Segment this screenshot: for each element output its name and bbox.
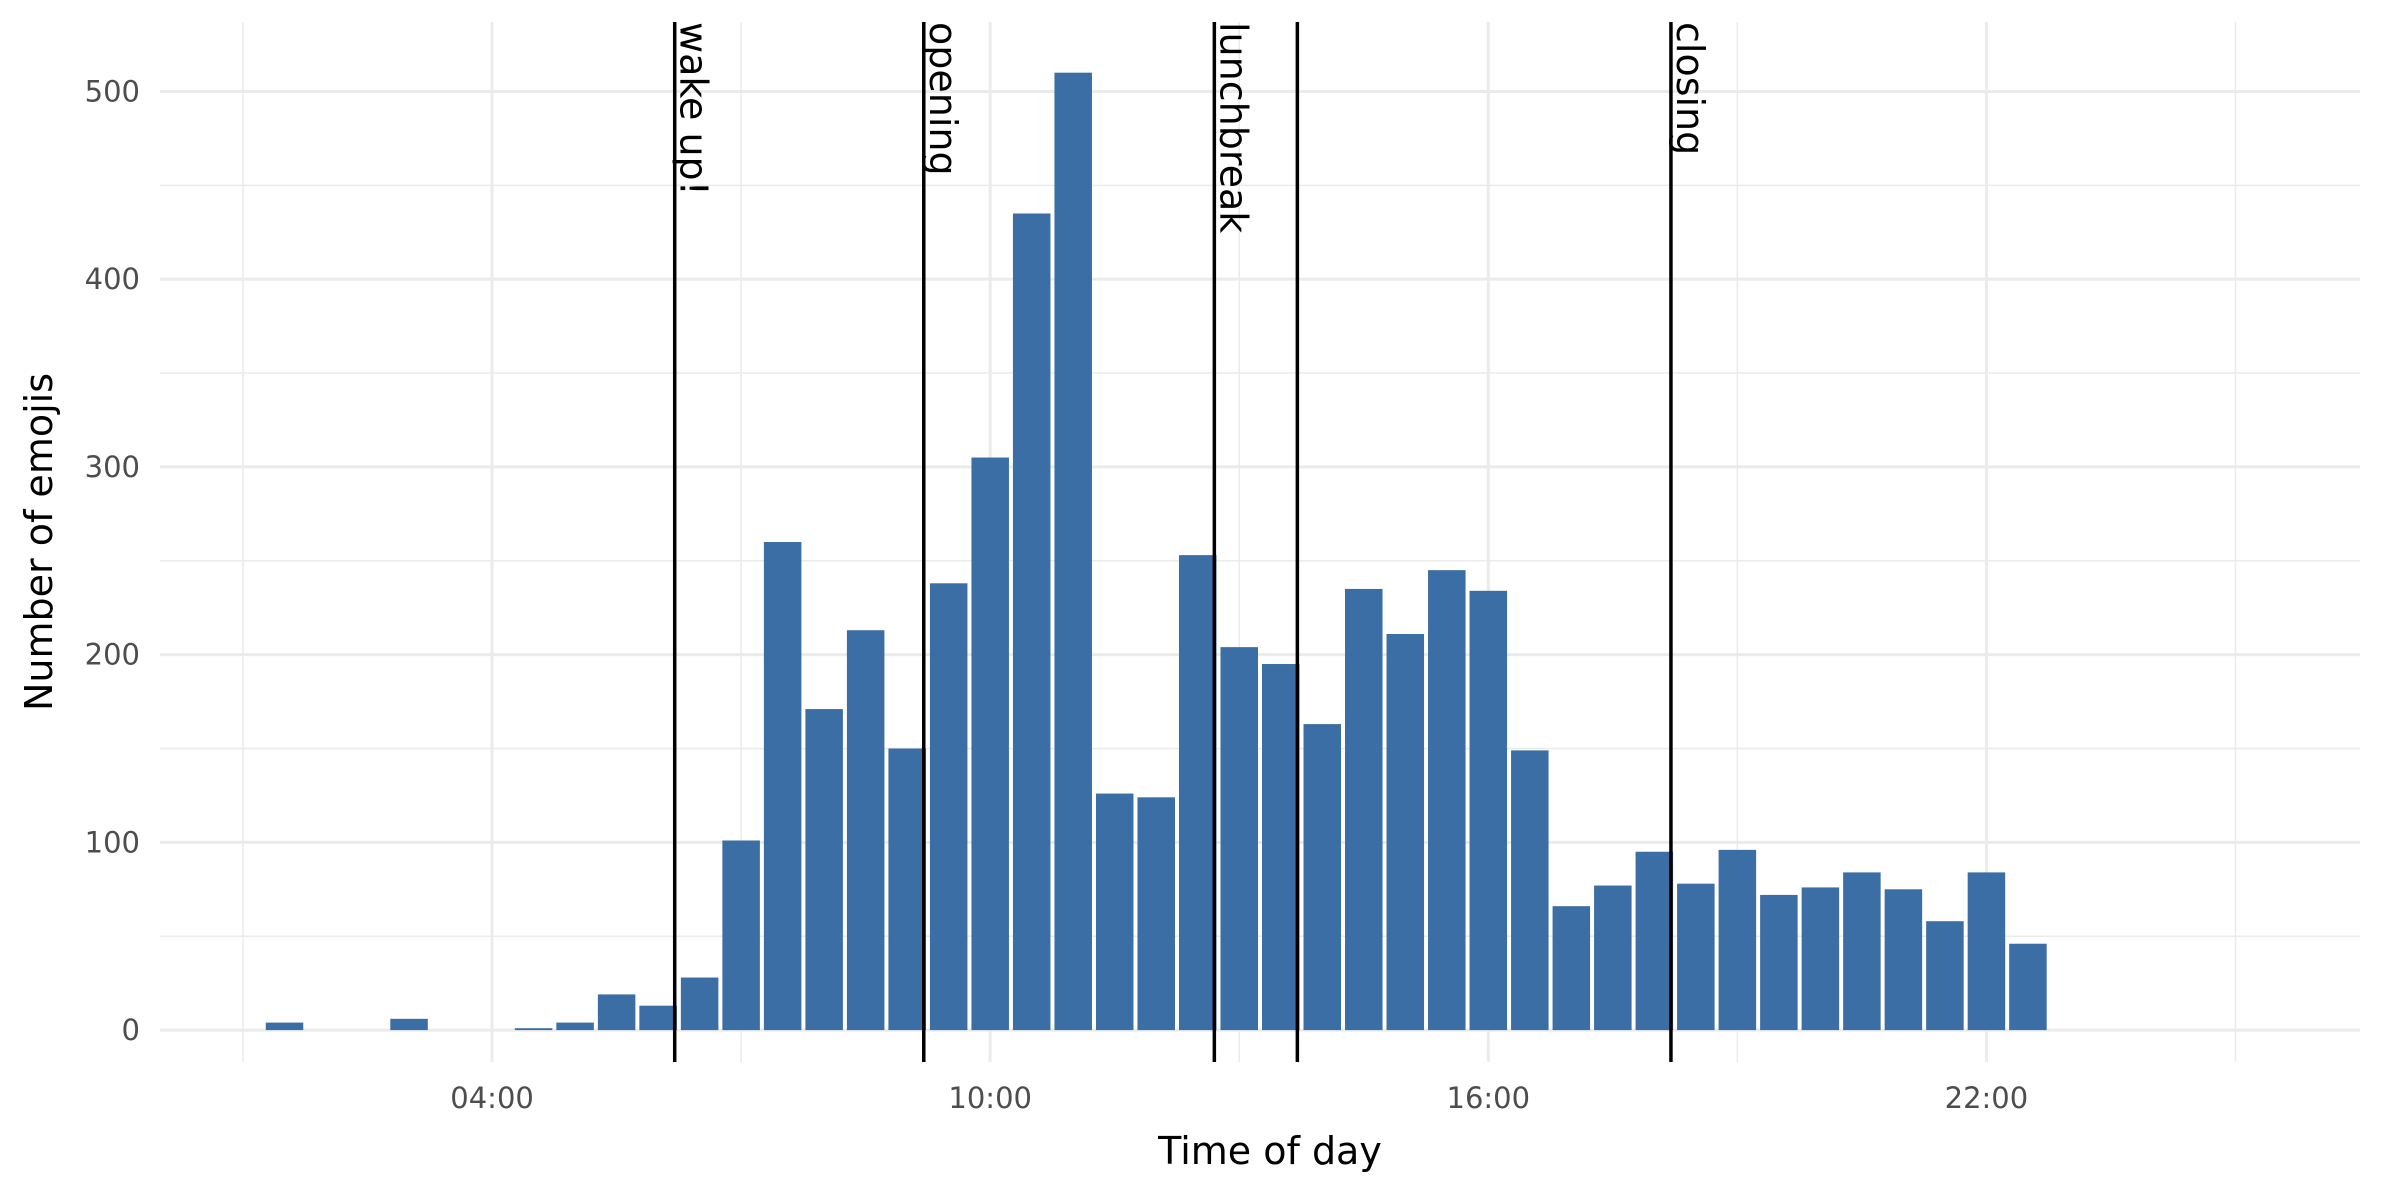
x-tick-label: 16:00 (1447, 1081, 1531, 1115)
bar (639, 1005, 677, 1031)
bar (1012, 213, 1051, 1031)
bar (888, 748, 926, 1031)
bar (1967, 872, 2006, 1031)
grid-lines (160, 22, 2360, 1062)
bar (1635, 851, 1674, 1031)
bar (1220, 647, 1258, 1031)
bar (1303, 724, 1342, 1031)
bar (1594, 885, 1632, 1031)
bar (1386, 633, 1425, 1031)
y-tick-label: 200 (85, 638, 140, 672)
bar (597, 994, 636, 1031)
bar (1926, 921, 1964, 1031)
event-label: wake up! (672, 22, 716, 196)
bar (1843, 872, 1881, 1031)
x-tick-label: 10:00 (948, 1081, 1032, 1115)
event-label: closing (1668, 22, 1712, 155)
bars (265, 72, 2047, 1031)
bar (265, 1022, 304, 1031)
y-tick-label: 400 (85, 262, 140, 296)
x-tick-label: 04:00 (450, 1081, 534, 1115)
bar (1262, 664, 1300, 1031)
bar (1801, 887, 1840, 1031)
bar (1178, 555, 1217, 1031)
y-axis-title: Number of emojis (17, 373, 61, 711)
bar (514, 1028, 553, 1031)
bar (1095, 793, 1134, 1031)
y-tick-label: 0 (122, 1013, 140, 1047)
bar (971, 457, 1009, 1031)
bar (1677, 883, 1715, 1031)
bar (929, 583, 968, 1031)
bar (1884, 889, 1923, 1031)
bar (1511, 750, 1549, 1031)
bar (1345, 588, 1383, 1031)
event-label: lunchbreak (1211, 22, 1255, 233)
bar (805, 709, 843, 1031)
x-axis-title: Time of day (1157, 1129, 1382, 1173)
bar (1552, 906, 1591, 1031)
bar (1718, 849, 1757, 1031)
bar (1054, 72, 1092, 1031)
bar (1760, 894, 1798, 1031)
x-tick-label: 22:00 (1945, 1081, 2029, 1115)
y-tick-label: 100 (85, 825, 140, 859)
y-tick-label: 500 (85, 74, 140, 108)
bar (763, 542, 802, 1031)
bar (722, 840, 760, 1031)
bar (556, 1022, 594, 1031)
event-lines: wake up! opening lunchbreak closing (672, 22, 1712, 1062)
event-label: opening (921, 22, 965, 176)
bar (1137, 797, 1175, 1031)
y-tick-label: 300 (85, 450, 140, 484)
tick-labels: 0 100 200 300 400 500 04:00 10:00 16:00 22:00 (85, 74, 2029, 1115)
bar (390, 1018, 428, 1031)
bar (1469, 590, 1508, 1031)
bar (1428, 570, 1466, 1031)
bar (2009, 943, 2047, 1031)
bar (846, 630, 885, 1031)
bar (680, 977, 719, 1031)
